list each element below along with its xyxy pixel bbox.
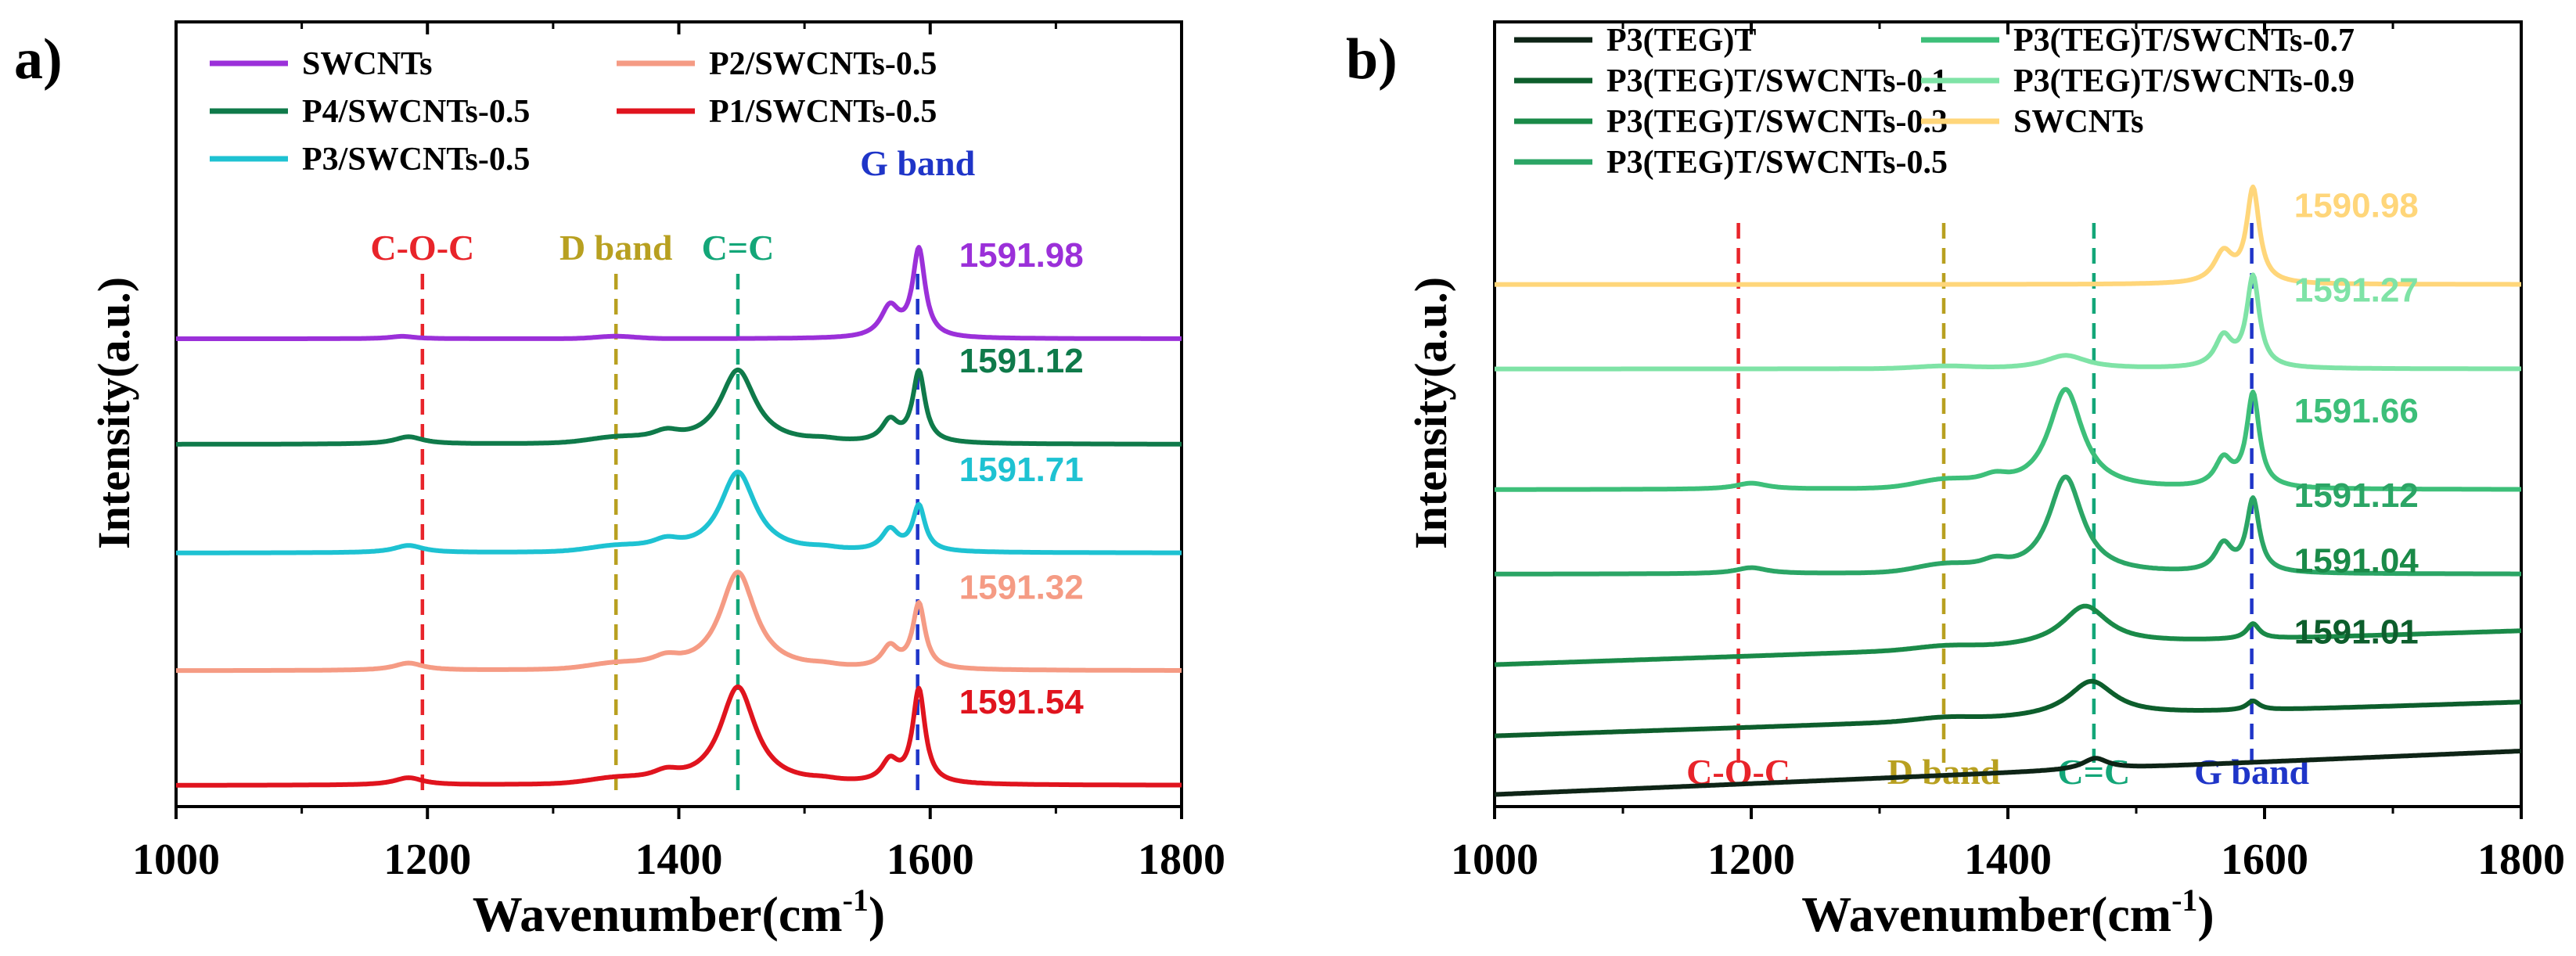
peak-annotation: 1591.27 [2294,271,2419,310]
legend-label: SWCNTs [2013,104,2144,140]
reference-label: D band [559,228,673,268]
x-tick-label: 1400 [1964,836,2052,884]
series-line [1493,474,2523,577]
peak-annotation: 1591.98 [959,236,1084,275]
series-line [1493,678,2523,739]
x-tick-label: 1200 [1707,836,1795,884]
legend-label: P3(TEG)T/SWCNTs-0.5 [1606,145,1948,181]
series-line [1493,603,2523,667]
peak-annotation: 1591.66 [2294,392,2419,430]
legend-label: P3(TEG)T/SWCNTs-0.7 [2013,23,2355,59]
peak-annotation: 1591.32 [959,568,1084,606]
x-tick-label: 1600 [2221,836,2308,884]
series-line [1493,184,2523,287]
x-axis-label-text: Wavenumber(cm [1801,886,2171,942]
y-axis-label: Intensity(a.u.) [88,277,139,549]
x-axis-label-sup: -1 [843,882,869,918]
legend-label: P3/SWCNTs-0.5 [302,142,530,178]
x-axis-label: Wavenumber(cm-1) [1801,882,2214,942]
y-axis-label: Intensity(a.u.) [1405,277,1456,549]
legend-label: P1/SWCNTs-0.5 [709,94,937,130]
panel-a: a) 1000 1200 1400 1600 1800 Wavenumber(cm-1) In… [14,20,1225,942]
x-axis-label: Wavenumber(cm-1) [473,882,885,942]
peak-annotation: 1591.54 [959,683,1085,721]
reference-label: C-O-C [370,228,474,268]
x-tick-label: 1800 [1138,836,1225,884]
x-tick-label: 1600 [887,836,974,884]
legend-label: P2/SWCNTs-0.5 [709,46,937,82]
peak-annotation: 1591.01 [2294,613,2419,651]
series-line [174,570,1183,674]
x-axis-label-end: ) [2197,886,2214,942]
panel-label: b) [1346,27,1398,92]
series-line [174,684,1183,788]
x-axis-label-text: Wavenumber(cm [473,886,843,942]
series-line [174,469,1183,555]
series-line [174,367,1183,447]
series-line [1493,749,2523,797]
legend-label: P3(TEG)T/SWCNTs-0.1 [1606,63,1948,99]
reference-label: G band [860,143,975,183]
x-axis-label-end: ) [869,886,885,942]
peak-annotation: 1591.12 [959,342,1084,380]
x-axis-label-sup: -1 [2171,882,2197,918]
legend-label: P4/SWCNTs-0.5 [302,94,530,130]
series-line [1493,386,2523,492]
x-tick-label: 1800 [2477,836,2565,884]
legend-label: P3(TEG)T/SWCNTs-0.9 [2013,63,2355,99]
peak-annotation: 1591.04 [2294,541,2419,580]
series-line [174,245,1183,341]
panel-label: a) [14,27,63,92]
x-tick-label: 1000 [1451,836,1538,884]
panel-b: b) 1000 1200 1400 1600 1800 Wavenumber(cm-1) In… [1346,20,2565,942]
peak-annotation: 1590.98 [2294,187,2419,225]
reference-label: G band [2194,752,2309,792]
x-tick-label: 1200 [383,836,471,884]
reference-label: C=C [702,228,775,268]
legend-label: P3(TEG)T [1606,23,1756,59]
x-tick-label: 1400 [635,836,723,884]
x-tick-label: 1000 [132,836,220,884]
series-line [1493,272,2523,372]
peak-annotation: 1591.71 [959,451,1084,489]
peak-annotation: 1591.12 [2294,476,2419,515]
legend-label: SWCNTs [302,46,433,82]
legend-label: P3(TEG)T/SWCNTs-0.3 [1606,104,1948,140]
